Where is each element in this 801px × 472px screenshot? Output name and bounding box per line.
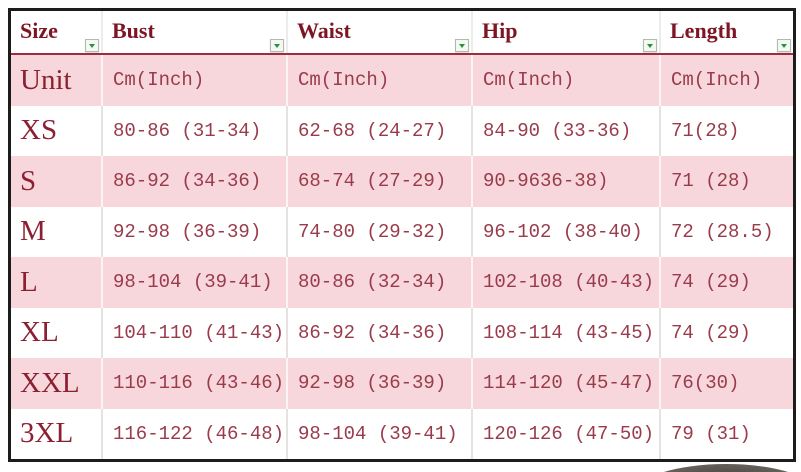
filter-dropdown-size[interactable] — [85, 39, 99, 52]
waist-cell: 74-80 (29-32) — [286, 206, 471, 257]
size-label-cell: L — [20, 265, 38, 298]
column-header-label: Bust — [112, 18, 155, 43]
hip-cell: 102-108 (40-43) — [471, 257, 659, 308]
length-cell: 74 (29) — [659, 257, 793, 308]
column-header-bust: Bust — [101, 11, 286, 53]
hip-cell: Cm(Inch) — [471, 55, 659, 106]
hip-cell: 84-90 (33-36) — [471, 105, 659, 156]
chevron-down-icon — [459, 43, 465, 48]
waist-cell: 62-68 (24-27) — [286, 105, 471, 156]
waist-cell: Cm(Inch) — [286, 55, 471, 106]
hip-cell: 108-114 (43-45) — [471, 307, 659, 358]
table-row-unit: Unit Cm(Inch) Cm(Inch) Cm(Inch) Cm(Inch) — [11, 55, 793, 106]
table-row-l: L 98-104 (39-41) 80-86 (32-34) 102-108 (… — [11, 257, 793, 308]
length-cell: 71(28) — [659, 105, 793, 156]
filter-dropdown-length[interactable] — [777, 39, 791, 52]
size-label-cell: M — [20, 215, 46, 248]
size-label-cell: XS — [20, 114, 58, 147]
bust-cell: 86-92 (34-36) — [101, 156, 286, 207]
column-header-label: Hip — [482, 18, 518, 43]
table-row-xxl: XXL 110-116 (43-46) 92-98 (36-39) 114-12… — [11, 358, 793, 409]
length-cell: 74 (29) — [659, 307, 793, 358]
chevron-down-icon — [781, 43, 787, 48]
bust-cell: 98-104 (39-41) — [101, 257, 286, 308]
chevron-down-icon — [274, 43, 280, 48]
table-row-xl: XL 104-110 (41-43) 86-92 (34-36) 108-114… — [11, 307, 793, 358]
bust-cell: 110-116 (43-46) — [101, 358, 286, 409]
filter-dropdown-waist[interactable] — [455, 39, 469, 52]
column-header-length: Length — [659, 11, 793, 53]
table-row-xs: XS 80-86 (31-34) 62-68 (24-27) 84-90 (33… — [11, 105, 793, 156]
waist-cell: 68-74 (27-29) — [286, 156, 471, 207]
waist-cell: 98-104 (39-41) — [286, 408, 471, 459]
chevron-down-icon — [89, 43, 95, 48]
bust-cell: 80-86 (31-34) — [101, 105, 286, 156]
waist-cell: 86-92 (34-36) — [286, 307, 471, 358]
hip-cell: 96-102 (38-40) — [471, 206, 659, 257]
length-cell: Cm(Inch) — [659, 55, 793, 106]
filter-dropdown-hip[interactable] — [643, 39, 657, 52]
table-row-m: M 92-98 (36-39) 74-80 (29-32) 96-102 (38… — [11, 206, 793, 257]
length-cell: 72 (28.5) — [659, 206, 793, 257]
size-label-cell: Unit — [20, 63, 72, 96]
table-row-3xl: 3XL 116-122 (46-48) 98-104 (39-41) 120-1… — [11, 408, 793, 459]
column-header-label: Size — [20, 18, 58, 43]
bust-cell: 104-110 (41-43) — [101, 307, 286, 358]
column-header-hip: Hip — [471, 11, 659, 53]
filter-dropdown-bust[interactable] — [270, 39, 284, 52]
photo-fragment — [636, 464, 801, 472]
size-label-cell: S — [20, 164, 37, 197]
length-cell: 79 (31) — [659, 408, 793, 459]
size-chart-table: Size Bust Waist Hip Length Unit — [8, 8, 796, 462]
hip-cell: 114-120 (45-47) — [471, 358, 659, 409]
column-header-label: Waist — [297, 18, 351, 43]
table-row-s: S 86-92 (34-36) 68-74 (27-29) 90-9636-38… — [11, 156, 793, 207]
bust-cell: Cm(Inch) — [101, 55, 286, 106]
size-label-cell: 3XL — [20, 417, 74, 450]
waist-cell: 80-86 (32-34) — [286, 257, 471, 308]
size-label-cell: XXL — [20, 366, 80, 399]
bust-cell: 116-122 (46-48) — [101, 408, 286, 459]
hip-cell: 120-126 (47-50) — [471, 408, 659, 459]
bust-cell: 92-98 (36-39) — [101, 206, 286, 257]
column-header-size: Size — [11, 11, 101, 53]
column-header-label: Length — [670, 18, 738, 43]
chevron-down-icon — [647, 43, 653, 48]
size-label-cell: XL — [20, 316, 59, 349]
waist-cell: 92-98 (36-39) — [286, 358, 471, 409]
length-cell: 71 (28) — [659, 156, 793, 207]
length-cell: 76(30) — [659, 358, 793, 409]
hip-cell: 90-9636-38) — [471, 156, 659, 207]
header-row: Size Bust Waist Hip Length — [11, 11, 793, 55]
column-header-waist: Waist — [286, 11, 471, 53]
